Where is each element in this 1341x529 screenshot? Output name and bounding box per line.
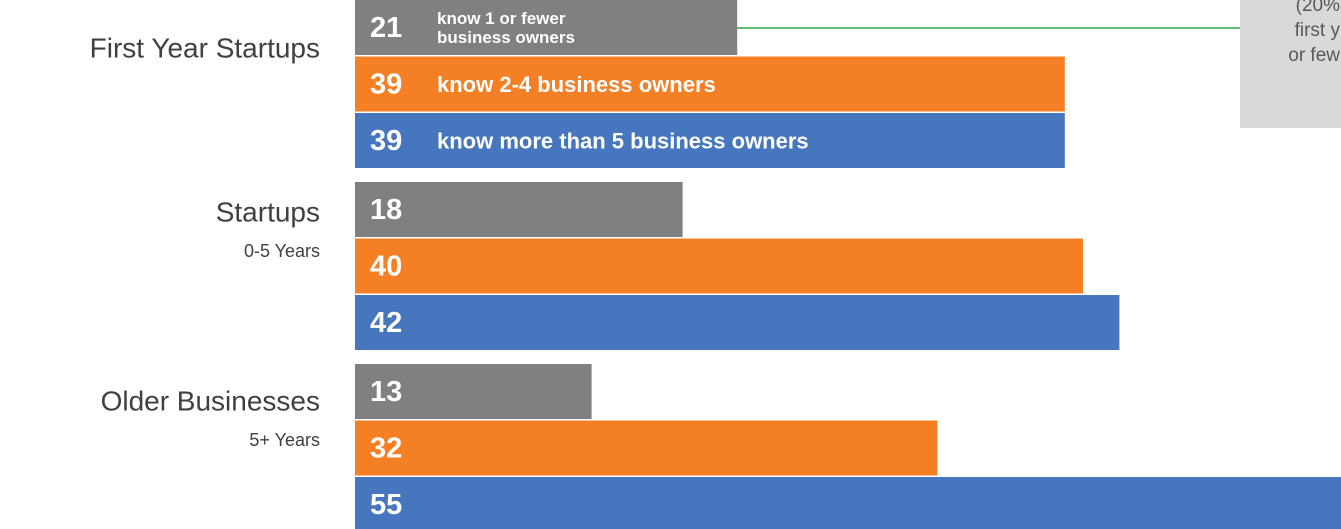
- bar: [355, 295, 1120, 350]
- value-label: 39: [370, 125, 402, 157]
- value-label: 32: [370, 433, 402, 465]
- value-label: 13: [370, 376, 402, 408]
- bar: [355, 420, 938, 476]
- bar: [355, 113, 1065, 168]
- value-label: 55: [370, 489, 402, 521]
- bar: [355, 238, 1083, 294]
- value-label: 39: [370, 69, 402, 101]
- bar: [355, 182, 683, 237]
- annotation-text: or few: [1288, 45, 1340, 66]
- value-label: 42: [370, 307, 402, 339]
- annotation-box: [1240, 0, 1341, 128]
- annotation-text: (20%: [1296, 0, 1340, 16]
- category-subtitle: 5+ Years: [249, 430, 320, 450]
- annotation-text: first y: [1295, 20, 1341, 41]
- value-label: 18: [370, 194, 402, 226]
- category-subtitle: 0-5 Years: [244, 241, 320, 261]
- bar: [355, 56, 1065, 112]
- legend-label: know more than 5 business owners: [437, 128, 809, 153]
- legend-label: know 2-4 business owners: [437, 72, 716, 97]
- bar: [355, 364, 592, 419]
- category-label: Older Businesses: [101, 385, 320, 416]
- legend-label: know 1 or fewer business owners: [437, 10, 575, 48]
- bar: [355, 477, 1341, 529]
- bar: [355, 0, 738, 55]
- category-label: First Year Startups: [90, 32, 320, 63]
- value-label: 40: [370, 251, 402, 283]
- category-label: Startups: [216, 196, 320, 227]
- value-label: 21: [370, 12, 402, 44]
